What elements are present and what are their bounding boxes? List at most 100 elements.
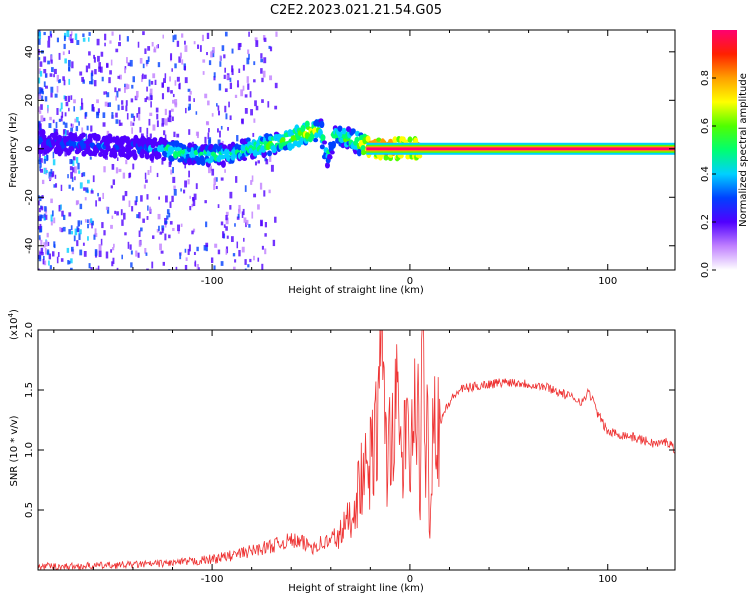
noise-cell [50, 55, 53, 62]
noise-cell [129, 244, 132, 250]
noise-cell [85, 133, 88, 141]
noise-cell [126, 57, 128, 64]
noise-cell [89, 80, 93, 85]
noise-cell [146, 96, 149, 100]
colorbar-ticks: 0.0 0.2 0.4 0.6 0.8 [700, 70, 716, 278]
noise-cell [132, 122, 135, 126]
noise-cell [60, 115, 63, 122]
noise-cell [39, 123, 42, 130]
noise-cell [74, 176, 76, 181]
noise-cell [116, 90, 119, 98]
ridge-cell [322, 140, 328, 145]
noise-cell [172, 176, 176, 183]
noise-cell [126, 113, 129, 120]
noise-cell [57, 252, 60, 257]
noise-cell [161, 160, 164, 165]
noise-cell [71, 249, 75, 255]
noise-cell [219, 130, 221, 138]
noise-cell [53, 241, 56, 248]
noise-cell [213, 184, 216, 190]
noise-cell [214, 176, 217, 181]
noise-cell [185, 257, 188, 261]
noise-cell [184, 162, 187, 169]
noise-cell [155, 107, 159, 113]
noise-cell [42, 151, 45, 156]
y-tick-label: 20 [24, 94, 35, 107]
noise-cell [96, 38, 100, 46]
noise-cell [39, 214, 42, 221]
x-tick-label: 100 [598, 276, 617, 287]
noise-cell [131, 84, 134, 89]
noise-cell [76, 226, 79, 232]
noise-cell [156, 113, 159, 120]
noise-cell [120, 122, 123, 126]
noise-cell [56, 37, 59, 43]
noise-cell [82, 242, 85, 246]
ridge-cell [142, 137, 148, 144]
noise-cell [68, 229, 71, 235]
ridge-cell [176, 146, 182, 151]
noise-cell [111, 215, 114, 219]
noise-cell [51, 210, 54, 217]
noise-cell [71, 177, 74, 182]
svg-text:(x104): (x104) [7, 309, 20, 340]
noise-cell [75, 125, 79, 132]
noise-cell [233, 266, 236, 270]
noise-cell [207, 100, 210, 106]
noise-cell [94, 249, 98, 256]
noise-cell [242, 208, 245, 216]
noise-cell [176, 133, 180, 138]
noise-cell [68, 260, 71, 265]
noise-cell [43, 31, 46, 36]
ridge-cell [95, 136, 101, 142]
noise-cell [79, 71, 83, 76]
noise-cell [52, 151, 55, 159]
noise-cell [52, 119, 55, 124]
noise-cell [254, 100, 257, 107]
noise-cell [204, 136, 207, 144]
noise-cell [43, 167, 47, 175]
noise-cell [146, 86, 148, 92]
noise-cell [93, 234, 96, 240]
snr-series-line [38, 330, 675, 570]
noise-cell [153, 46, 156, 53]
noise-cell [102, 122, 106, 127]
noise-cell [142, 31, 145, 36]
noise-cell [118, 88, 121, 92]
noise-cell [73, 106, 76, 112]
ridge-cell [392, 136, 398, 144]
noise-cell [62, 76, 65, 81]
noise-cell [39, 251, 42, 255]
noise-cell [241, 211, 244, 218]
noise-cell [130, 262, 133, 268]
noise-cell [115, 95, 117, 101]
noise-cell [156, 45, 159, 49]
noise-cell [141, 73, 144, 80]
noise-cell [111, 112, 114, 119]
noise-cell [204, 93, 208, 99]
noise-cell [53, 68, 57, 75]
noise-cell [98, 250, 102, 258]
noise-cell [224, 88, 228, 93]
noise-cell [79, 249, 83, 256]
noise-cell [62, 226, 66, 232]
noise-cell [39, 61, 43, 67]
noise-cell [208, 128, 210, 133]
noise-cell [79, 182, 83, 189]
noise-cell [78, 170, 81, 174]
noise-cell [80, 220, 83, 225]
noise-cell [78, 233, 81, 240]
noise-cell [94, 228, 97, 235]
ridge-cell [271, 147, 277, 153]
noise-cell [219, 55, 222, 61]
noise-cell [192, 228, 196, 233]
noise-cell [102, 112, 106, 118]
noise-cell [259, 182, 263, 190]
noise-cell [40, 214, 44, 219]
carrier-band [366, 147, 675, 151]
noise-cell [215, 185, 218, 190]
noise-cell [73, 235, 76, 242]
noise-cell [85, 65, 88, 73]
noise-cell [55, 121, 58, 128]
noise-cell [138, 230, 141, 238]
